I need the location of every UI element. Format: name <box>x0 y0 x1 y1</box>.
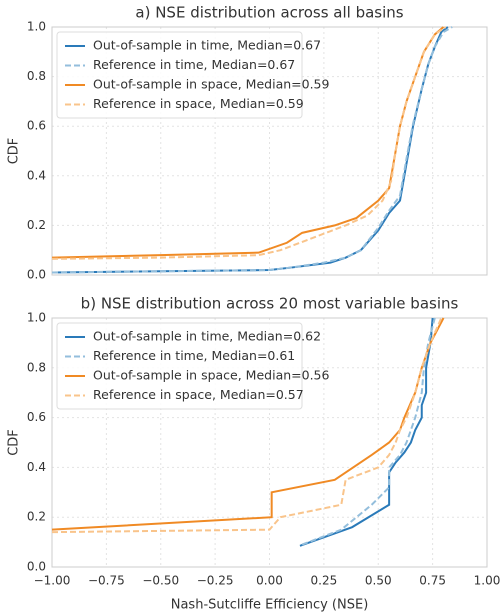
x-tick-label: −0.75 <box>88 574 125 588</box>
y-tick-label: 0.4 <box>27 168 46 182</box>
subplot: a) NSE distribution across all basins CDF… <box>7 4 488 282</box>
y-tick-label: 0.2 <box>27 218 46 232</box>
subplot: b) NSE distribution across 20 most varia… <box>7 295 500 613</box>
y-tick-label: 0.4 <box>27 460 46 474</box>
legend-label: Out-of-sample in space, Median=0.56 <box>93 368 330 383</box>
plot-frame <box>51 26 488 276</box>
y-tick-label: 1.0 <box>27 311 46 325</box>
legend-box <box>56 322 303 410</box>
cdf-line <box>51 26 449 274</box>
cdf-line <box>301 317 436 546</box>
legend-label: Reference in space, Median=0.57 <box>93 387 304 402</box>
x-axis-label: Nash-Sutcliffe Efficiency (NSE) <box>171 598 369 613</box>
cdf-line <box>51 26 453 274</box>
x-tick-label: 0.75 <box>419 574 446 588</box>
y-tick-label: 0.8 <box>27 69 46 83</box>
chart-title: b) NSE distribution across 20 most varia… <box>81 295 459 313</box>
y-tick-label: 1.0 <box>27 20 46 34</box>
legend-box <box>56 31 303 119</box>
x-tick-label: 0.25 <box>311 574 338 588</box>
legend-label: Reference in time, Median=0.61 <box>93 348 295 363</box>
x-tick-label: −0.25 <box>197 574 234 588</box>
legend-label: Out-of-sample in time, Median=0.67 <box>93 38 321 53</box>
x-tick-label: 1.00 <box>474 574 500 588</box>
legend-label: Reference in space, Median=0.59 <box>93 96 304 111</box>
x-tick-label: −1.00 <box>34 574 71 588</box>
x-tick-label: 0.00 <box>256 574 283 588</box>
y-axis-label: CDF <box>7 138 22 165</box>
plot-frame <box>51 317 488 568</box>
legend-label: Reference in time, Median=0.67 <box>93 57 295 72</box>
y-tick-label: 0.6 <box>27 119 46 133</box>
cdf-line <box>51 26 447 260</box>
legend-label: Out-of-sample in space, Median=0.59 <box>93 77 330 92</box>
y-tick-label: 0.2 <box>27 510 46 524</box>
y-tick-label: 0.8 <box>27 360 46 374</box>
cdf-line <box>299 317 434 547</box>
y-axis-label: CDF <box>7 429 22 456</box>
x-tick-label: 0.50 <box>365 574 392 588</box>
y-tick-label: 0.0 <box>27 268 46 282</box>
y-tick-label: 0.0 <box>27 560 46 574</box>
chart-title: a) NSE distribution across all basins <box>135 4 403 22</box>
x-tick-label: −0.50 <box>142 574 179 588</box>
cdf-line <box>51 317 443 534</box>
y-tick-label: 0.6 <box>27 410 46 424</box>
legend-label: Out-of-sample in time, Median=0.62 <box>93 329 321 344</box>
